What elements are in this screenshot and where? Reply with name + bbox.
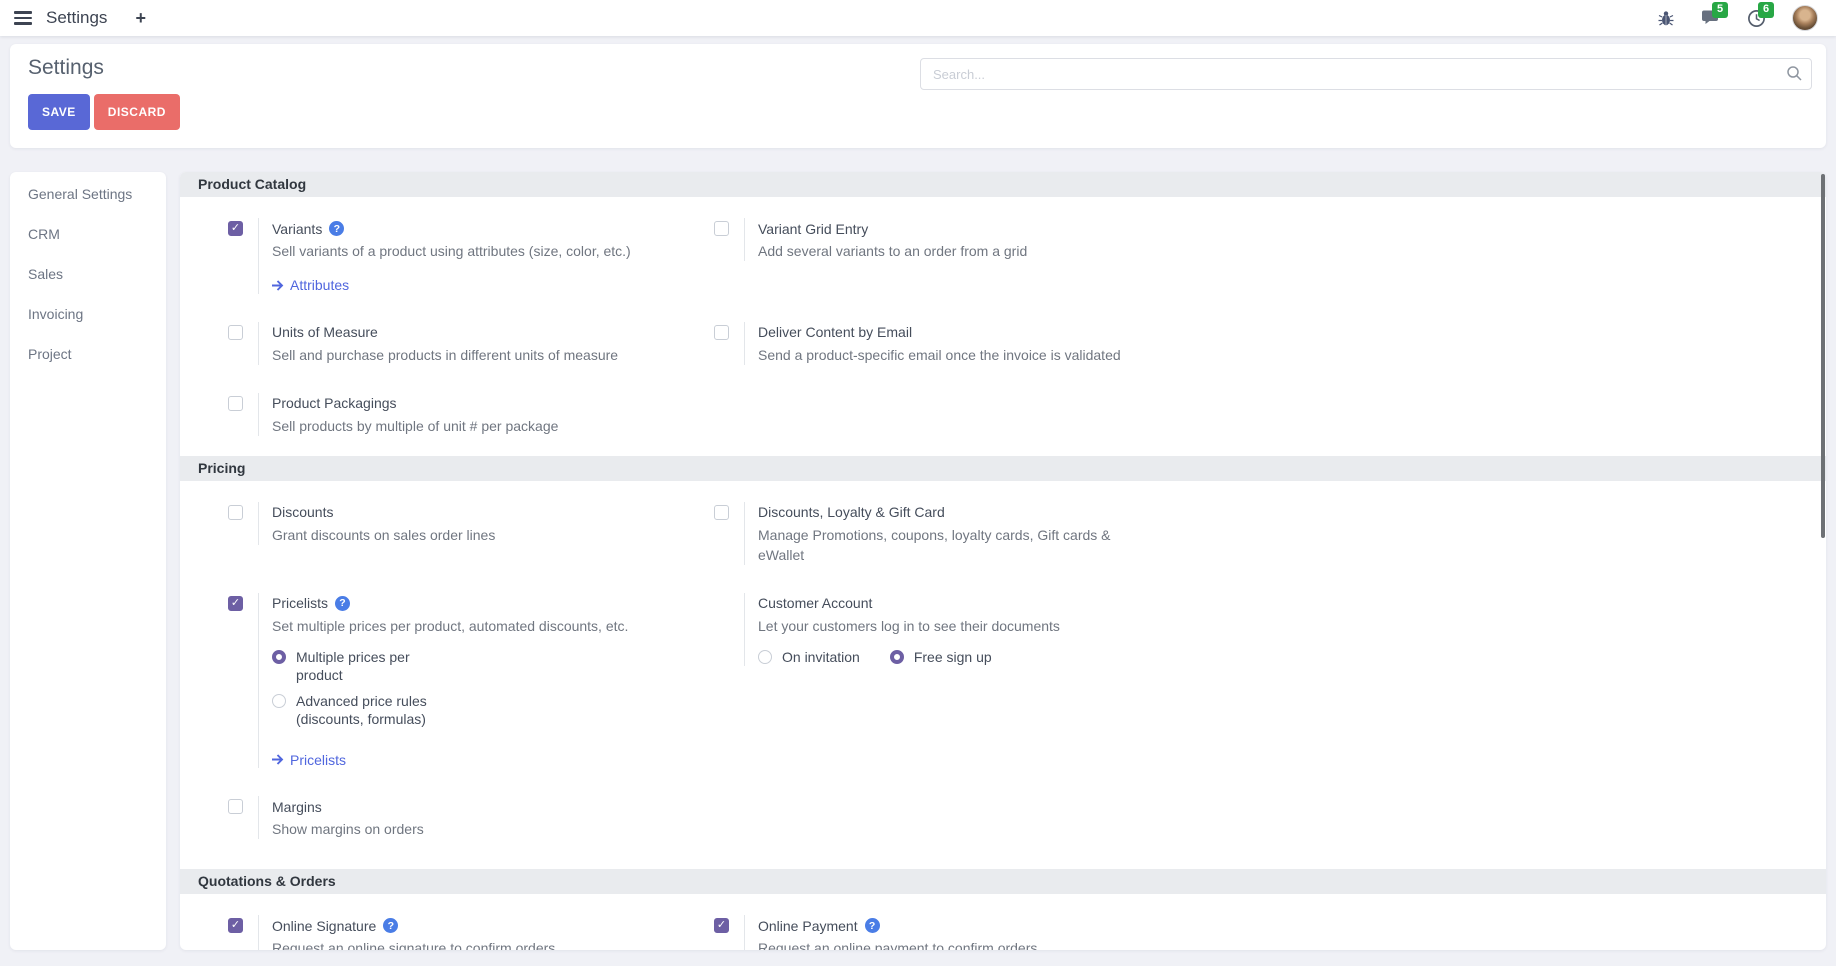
variants-checkbox[interactable] <box>228 221 243 236</box>
discounts-checkbox[interactable] <box>228 504 243 520</box>
variant-grid-entry-checkbox[interactable] <box>714 221 729 236</box>
section-title-pricing: Pricing <box>180 455 1826 481</box>
setting-discounts: Discounts Grant discounts on sales order… <box>228 501 714 545</box>
messages-chat-icon[interactable]: 5 <box>1701 2 1729 27</box>
radio-free-sign-up[interactable]: Free sign up <box>889 648 992 666</box>
sidebar-item-crm[interactable]: CRM <box>28 226 60 242</box>
units-of-measure-checkbox[interactable] <box>228 324 243 340</box>
chat-count-badge: 5 <box>1712 2 1729 19</box>
settings-header-panel: Settings SAVE DISCARD <box>10 44 1826 148</box>
radio-button[interactable] <box>889 649 904 664</box>
search-input[interactable] <box>920 58 1812 90</box>
radio-button[interactable] <box>272 649 286 664</box>
setting-label[interactable]: Online Payment <box>758 917 858 934</box>
activity-count-badge: 6 <box>1758 1 1775 18</box>
setting-online-payment: Online Payment ? Request an online payme… <box>714 915 1200 950</box>
radio-advanced-price-rules[interactable]: Advanced price rules (discounts, formula… <box>272 692 714 728</box>
setting-label[interactable]: Online Signature <box>272 917 377 934</box>
radio-on-invitation[interactable]: On invitation <box>758 648 860 666</box>
setting-label[interactable]: Pricelists <box>272 595 329 611</box>
hamburger-menu-icon[interactable] <box>14 11 32 25</box>
radio-multiple-prices-per-product[interactable]: Multiple prices per product <box>272 648 714 684</box>
setting-description: Request an online payment to confirm ord… <box>758 940 1038 950</box>
sidebar-item-invoicing[interactable]: Invoicing <box>28 306 84 322</box>
save-button[interactable]: SAVE <box>28 94 90 130</box>
setting-label[interactable]: Variant Grid Entry <box>758 220 869 237</box>
pricelists-checkbox[interactable] <box>228 595 243 611</box>
loyalty-gift-card-checkbox[interactable] <box>714 504 729 520</box>
arrow-right-icon <box>272 754 284 765</box>
help-icon[interactable]: ? <box>335 595 351 611</box>
setting-variant-grid-entry: Variant Grid Entry Add several variants … <box>714 218 1200 261</box>
setting-product-packagings: Product Packagings Sell products by mult… <box>228 392 714 436</box>
section-title-quotations-orders: Quotations & Orders <box>180 869 1826 894</box>
setting-label[interactable]: Product Packagings <box>272 395 397 411</box>
setting-description: Grant discounts on sales order lines <box>272 526 496 543</box>
setting-label[interactable]: Margins <box>272 798 322 815</box>
help-icon[interactable]: ? <box>383 918 399 933</box>
deliver-content-by-email-checkbox[interactable] <box>714 324 729 340</box>
setting-units-of-measure: Units of Measure Sell and purchase produ… <box>228 321 714 365</box>
sidebar-item-project[interactable]: Project <box>28 346 72 362</box>
online-signature-checkbox[interactable] <box>228 918 243 933</box>
setting-description: Manage Promotions, coupons, loyalty card… <box>758 526 1111 563</box>
setting-label[interactable]: Deliver Content by Email <box>758 324 913 340</box>
attributes-link[interactable]: Attributes <box>272 277 349 293</box>
settings-content: Product Catalog Variants ? Sell variants… <box>180 172 1826 950</box>
setting-description: Add several variants to an order from a … <box>758 243 1028 259</box>
radio-button[interactable] <box>758 649 772 664</box>
help-icon[interactable]: ? <box>864 918 880 933</box>
product-packagings-checkbox[interactable] <box>228 395 243 411</box>
page-title: Settings <box>28 56 104 79</box>
pricelists-link[interactable]: Pricelists <box>272 752 346 768</box>
setting-description: Sell products by multiple of unit # per … <box>272 417 559 434</box>
setting-description: Send a product-specific email once the i… <box>758 346 1121 363</box>
setting-label[interactable]: Discounts, Loyalty & Gift Card <box>758 504 945 520</box>
activity-clock-icon[interactable]: 6 <box>1747 1 1775 28</box>
setting-description: Show margins on orders <box>272 821 424 837</box>
setting-customer-account: Customer Account Let your customers log … <box>714 592 1200 666</box>
setting-label[interactable]: Discounts <box>272 504 334 520</box>
section-title-product-catalog: Product Catalog <box>180 172 1826 197</box>
setting-pricelists: Pricelists ? Set multiple prices per pro… <box>228 592 714 768</box>
setting-discounts-loyalty-gift-card: Discounts, Loyalty & Gift Card Manage Pr… <box>714 501 1200 565</box>
discard-button[interactable]: DISCARD <box>93 94 180 130</box>
top-navbar: Settings + 5 6 <box>0 0 1836 36</box>
debug-bug-icon[interactable] <box>1657 10 1675 27</box>
setting-deliver-content-by-email: Deliver Content by Email Send a product-… <box>714 321 1200 365</box>
setting-description: Request an online signature to confirm o… <box>272 940 556 950</box>
setting-label[interactable]: Units of Measure <box>272 324 378 340</box>
radio-button[interactable] <box>272 693 286 708</box>
setting-description: Sell variants of a product using attribu… <box>272 243 631 259</box>
sidebar-item-sales[interactable]: Sales <box>28 266 64 282</box>
margins-checkbox[interactable] <box>228 799 243 814</box>
online-payment-checkbox[interactable] <box>714 918 729 933</box>
setting-online-signature: Online Signature ? Request an online sig… <box>228 915 714 950</box>
setting-variants: Variants ? Sell variants of a product us… <box>228 218 714 294</box>
vertical-scrollbar[interactable] <box>1821 174 1825 538</box>
plus-icon[interactable]: + <box>135 8 146 28</box>
help-icon[interactable]: ? <box>329 221 345 236</box>
setting-description: Sell and purchase products in different … <box>272 346 619 363</box>
app-title[interactable]: Settings <box>46 8 108 27</box>
setting-label[interactable]: Variants <box>272 220 323 237</box>
search-icon[interactable] <box>1786 65 1803 85</box>
setting-margins: Margins Show margins on orders <box>228 796 714 839</box>
setting-description: Let your customers log in to see their d… <box>758 617 1060 634</box>
arrow-right-icon <box>272 279 284 291</box>
user-avatar[interactable] <box>1792 5 1818 31</box>
setting-description: Set multiple prices per product, automat… <box>272 617 629 634</box>
settings-sidebar: General Settings CRM Sales Invoicing Pro… <box>10 172 166 950</box>
setting-label: Customer Account <box>758 595 873 611</box>
sidebar-item-general-settings[interactable]: General Settings <box>28 186 133 202</box>
